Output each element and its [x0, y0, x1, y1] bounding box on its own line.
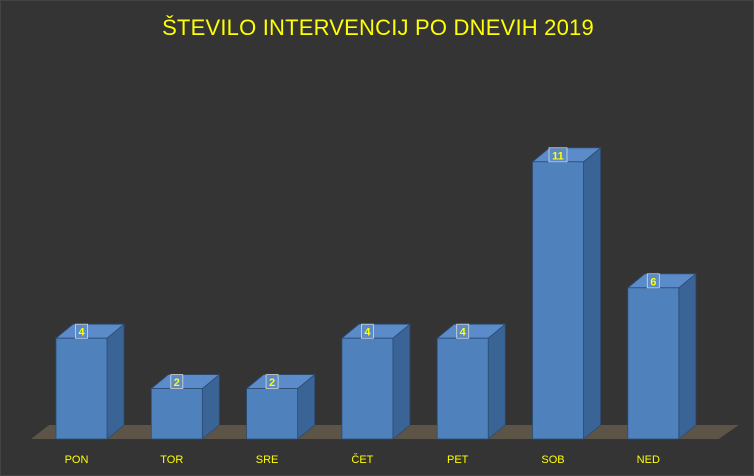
bar [341, 337, 394, 440]
x-tick-label: NED [637, 454, 660, 466]
bar [627, 287, 680, 440]
data-label: 4 [460, 327, 467, 339]
data-label-box [646, 273, 660, 289]
x-tick-label: PON [65, 454, 89, 466]
x-tick-label: ČET [351, 453, 373, 466]
data-label-box [456, 323, 470, 339]
chart-title: ŠTEVILO INTERVENCIJ PO DNEVIH 2019 [162, 15, 594, 40]
x-tick-label: SRE [256, 454, 279, 466]
data-label-box [75, 323, 88, 339]
bar-side [678, 272, 697, 440]
bar [532, 161, 584, 440]
bar-side [583, 146, 601, 440]
data-label-box [548, 147, 568, 163]
x-tick-label: PET [447, 454, 469, 466]
data-label-box [360, 323, 374, 339]
bar [246, 388, 299, 440]
data-label: 6 [650, 276, 656, 288]
bar [150, 388, 203, 440]
x-tick-label: TOR [160, 454, 183, 466]
data-label: 11 [552, 150, 564, 162]
x-tick-label: SOB [541, 454, 564, 466]
bar [436, 337, 489, 440]
bar-side [106, 323, 125, 440]
data-label: 2 [269, 377, 275, 389]
bar-side [392, 323, 411, 440]
data-label-box [265, 374, 279, 390]
data-label: 4 [78, 327, 85, 339]
bar-side [487, 323, 506, 440]
data-label-box [170, 374, 184, 390]
bar [55, 337, 108, 440]
data-label: 4 [364, 327, 371, 339]
data-label: 2 [174, 377, 180, 389]
